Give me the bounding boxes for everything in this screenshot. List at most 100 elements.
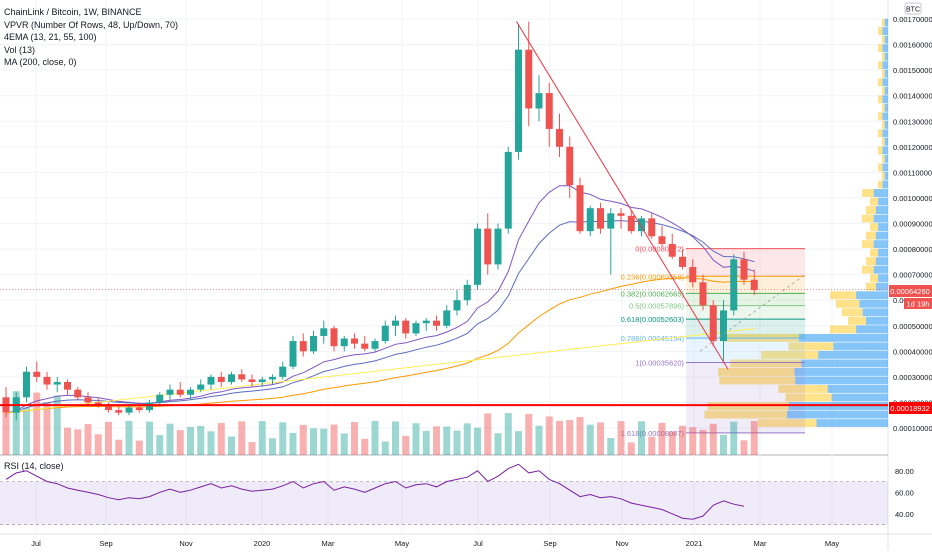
volume-profile-row-down: [878, 95, 883, 104]
volume-profile-row-up: [787, 410, 888, 419]
volume-bar: [238, 421, 246, 455]
candle-body: [53, 381, 61, 385]
volume-profile-row-up: [856, 291, 888, 300]
fib-zone: [686, 338, 805, 363]
volume-bar: [330, 424, 338, 455]
volume-profile-row-down: [730, 359, 802, 368]
candle-body: [463, 284, 471, 301]
candle-body: [84, 397, 92, 403]
symbol-title[interactable]: ChainLink / Bitcoin, 1W, BINANCE: [4, 7, 142, 17]
volume-bar: [146, 421, 153, 455]
candle-body: [740, 259, 748, 280]
volume-profile-row-up: [875, 206, 888, 215]
volume-profile-row-down: [866, 282, 876, 291]
candle-body: [125, 407, 133, 413]
volume-profile-row-up: [882, 146, 888, 155]
candle-body: [535, 93, 543, 109]
price-tick-label: 0.00050000: [893, 322, 932, 331]
currency-badge-box[interactable]: [904, 2, 922, 15]
candle-body: [207, 376, 215, 385]
price-tick-label: 0.00010000: [893, 424, 932, 433]
time-axis[interactable]: Jul Sep Nov 2020 Mar May Jul Sep Nov 2021 Mar May: [31, 539, 839, 548]
volume-bar: [709, 423, 717, 455]
fib-level-label: 0.236(0.00069358): [621, 272, 685, 281]
volume-profile-row-up: [878, 223, 888, 232]
candle-body: [638, 218, 645, 232]
volume-bar: [730, 421, 738, 455]
volume-profile-row-down: [862, 214, 874, 223]
volume-bar: [361, 438, 369, 455]
volume-bar: [422, 430, 430, 455]
indicator-vol[interactable]: Vol (13): [4, 44, 36, 55]
volume-profile-row-up: [801, 359, 888, 368]
candle-body: [720, 310, 727, 342]
volume-bar: [269, 438, 276, 455]
candle-body: [668, 243, 676, 257]
volume-profile-row-up: [794, 367, 888, 376]
volume-profile-row-up: [795, 376, 888, 385]
candle-body: [412, 323, 420, 334]
price-tick-label: 0.00120000: [893, 143, 932, 152]
time-tick-label: Jul: [31, 539, 41, 548]
volume-profile-row-up: [884, 35, 888, 44]
volume-profile-row-down: [785, 393, 832, 402]
volume-bar: [279, 422, 287, 455]
volume-profile-row-down: [848, 316, 866, 325]
rsi-line: [5, 463, 745, 520]
indicator-vpvr[interactable]: VPVR (Number Of Rows, 48, Up/Down, 70): [4, 19, 179, 30]
candle-body: [340, 338, 348, 347]
volume-profile-row-down: [882, 120, 885, 129]
volume-profile-row-up: [884, 172, 888, 180]
volume-profile-row-up: [827, 385, 888, 393]
volume-profile-row-up: [884, 86, 888, 95]
volume-profile-row-down: [870, 274, 879, 283]
candle-body: [94, 402, 102, 405]
candle-body: [115, 410, 123, 413]
volume-bar: [84, 424, 92, 455]
volume-profile-row-down: [882, 52, 885, 61]
volume-bar: [289, 432, 297, 455]
volume-profile-row-up: [884, 103, 888, 112]
volume-profile-row-down: [878, 27, 883, 36]
volume-profile-row-down: [862, 265, 874, 274]
rsi-legend[interactable]: RSI (14, close): [4, 461, 64, 471]
candle-body: [658, 236, 666, 244]
price-tick-label: 0.00140000: [893, 92, 932, 101]
volume-bar: [351, 422, 358, 455]
volume-bar: [402, 435, 410, 455]
volume-bar: [535, 425, 543, 455]
annotations[interactable]: [0, 21, 888, 407]
volume-bar: [740, 440, 748, 455]
candle-body: [43, 376, 51, 385]
volume-profile-row-up: [875, 282, 888, 291]
projection-line: [699, 274, 806, 352]
volume-profile-row-down: [836, 299, 860, 308]
candle-body: [402, 320, 410, 334]
volume-bar: [156, 435, 164, 455]
last-price-badge: 0.00064260: [890, 287, 930, 296]
candle-body: [320, 328, 328, 336]
volume-profile-row-down: [830, 325, 857, 334]
candle-body: [371, 341, 379, 349]
fib-zone: [686, 293, 805, 306]
countdown-badge-box: [904, 298, 932, 309]
fib-zone: [686, 362, 805, 433]
candle-body: [730, 259, 738, 311]
volume-bar: [371, 421, 379, 455]
candle-body: [269, 376, 276, 380]
indicator-ma[interactable]: MA (200, close, 0): [4, 57, 77, 67]
indicator-ema[interactable]: 4EMA (13, 21, 55, 100): [4, 32, 97, 42]
volume-bar: [320, 428, 328, 455]
candle-body: [484, 228, 492, 265]
volume-profile-row-up: [818, 350, 888, 359]
price-badges: BTC 0.00064260 1d 19h 0.00018932: [889, 2, 932, 414]
volume-bar: [494, 433, 502, 455]
volume-bar: [74, 429, 82, 455]
volume-profile-row-up: [878, 197, 888, 206]
volume-profile-row-up: [884, 120, 888, 129]
volume-profile-row-up: [875, 231, 888, 240]
volume-profile-row-down: [882, 18, 885, 27]
volume-bar: [299, 424, 307, 455]
